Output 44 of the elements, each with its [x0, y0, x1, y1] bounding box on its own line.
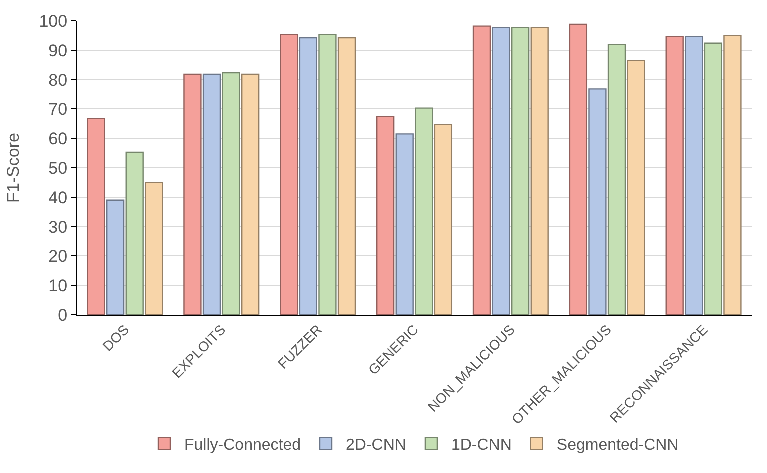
bar — [376, 116, 395, 315]
bar — [569, 24, 588, 315]
bar — [530, 27, 549, 315]
bar — [222, 72, 240, 315]
y-tick-label: 100 — [39, 12, 68, 31]
y-axis-title: F1-Score — [4, 133, 23, 203]
bar — [202, 74, 222, 315]
bar — [145, 182, 164, 315]
bar — [434, 124, 453, 315]
y-tick-label: 30 — [48, 218, 68, 237]
y-tick-label: 0 — [58, 306, 68, 325]
bar — [588, 88, 607, 315]
bar — [608, 44, 626, 315]
legend-label: 1D-CNN — [451, 436, 512, 454]
bar — [106, 200, 125, 315]
bar — [396, 134, 414, 315]
bar — [318, 34, 337, 315]
bar — [415, 108, 434, 315]
legend-label: Segmented-CNN — [556, 436, 679, 454]
y-tick-label: 40 — [48, 188, 68, 208]
y-tick-label: 50 — [48, 158, 68, 178]
y-tick-label: 90 — [48, 41, 68, 60]
bar — [87, 118, 106, 315]
bar — [241, 74, 260, 315]
bar — [472, 26, 492, 315]
bar — [627, 60, 646, 315]
bar — [126, 152, 144, 315]
bar — [492, 27, 510, 315]
bar — [511, 27, 530, 315]
bar — [704, 42, 723, 315]
bar — [724, 35, 742, 315]
bar — [685, 36, 704, 315]
y-tick-label: 80 — [48, 70, 68, 90]
bar — [666, 36, 684, 315]
y-tick-label: 70 — [48, 100, 68, 120]
bar — [280, 34, 298, 315]
bar — [299, 37, 318, 315]
y-tick-label: 10 — [48, 276, 68, 296]
legend-label: Fully-Connected — [184, 436, 301, 454]
bar — [184, 74, 202, 315]
y-tick-label: 60 — [48, 130, 68, 149]
bar — [338, 37, 356, 315]
legend-label: 2D-CNN — [346, 436, 406, 454]
y-tick-label: 20 — [48, 247, 68, 266]
